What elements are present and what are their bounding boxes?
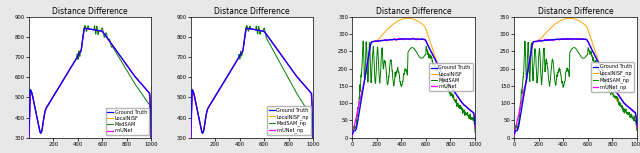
- Legend: Ground Truth, LocalNISF_np, MedSAM_np, nnUNet_np: Ground Truth, LocalNISF_np, MedSAM_np, n…: [267, 106, 311, 135]
- Title: Distance Difference: Distance Difference: [52, 7, 128, 16]
- Legend: Ground Truth, LocalNISF_np, MedSAM_np, nnUNet_np: Ground Truth, LocalNISF_np, MedSAM_np, n…: [591, 62, 634, 92]
- Legend: Ground Truth, LocalNISF, MedSAM, nnUNet: Ground Truth, LocalNISF, MedSAM, nnUNet: [429, 63, 472, 91]
- Legend: Ground Truth, LocalNISF, MedSAM, nnUNet: Ground Truth, LocalNISF, MedSAM, nnUNet: [106, 108, 149, 135]
- Title: Distance Difference: Distance Difference: [538, 7, 613, 16]
- Title: Distance Difference: Distance Difference: [376, 7, 451, 16]
- Title: Distance Difference: Distance Difference: [214, 7, 290, 16]
